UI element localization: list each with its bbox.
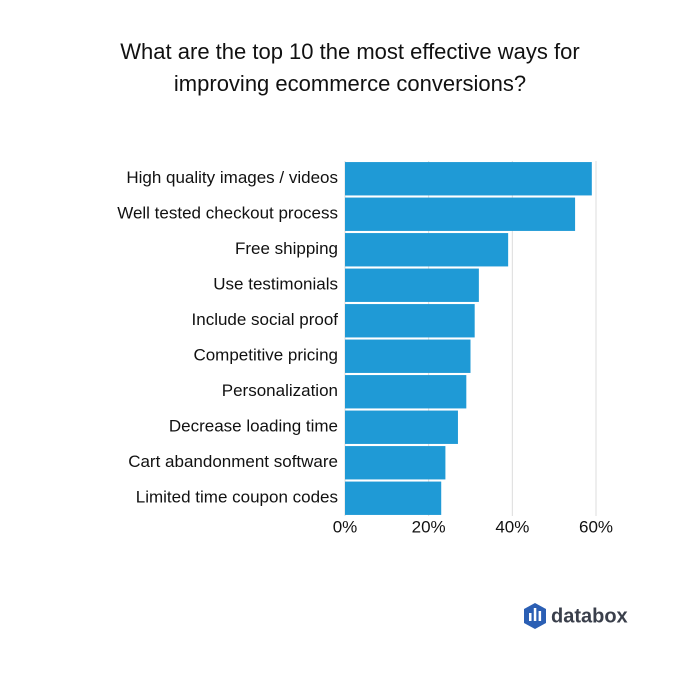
chart-title: What are the top 10 the most effective w… [120,39,580,96]
y-tick-label: High quality images / videos [126,168,338,187]
bar [345,375,467,409]
bar [345,197,576,231]
bar [345,446,446,480]
bar [345,268,479,302]
x-tick-label: 60% [579,517,613,536]
logo-icon [524,603,546,629]
y-tick-label: Include social proof [192,310,339,329]
x-tick-label: 0% [333,517,358,536]
bar [345,339,471,373]
bar [345,481,442,515]
x-tick-label: 20% [412,517,446,536]
y-tick-label: Limited time coupon codes [136,488,338,507]
brand: databox [551,605,628,627]
y-tick-label: Decrease loading time [169,417,338,436]
y-tick-label: Free shipping [235,239,338,258]
y-tick-label: Well tested checkout process [117,204,338,223]
bar [345,162,592,196]
y-tick-label: Use testimonials [213,275,338,294]
y-tick-label: Cart abandonment software [128,452,338,471]
y-tick-label: Competitive pricing [193,346,338,365]
bar [345,410,458,444]
x-tick-label: 40% [495,517,529,536]
bar [345,304,475,338]
bar [345,233,509,267]
y-tick-label: Personalization [222,381,338,400]
